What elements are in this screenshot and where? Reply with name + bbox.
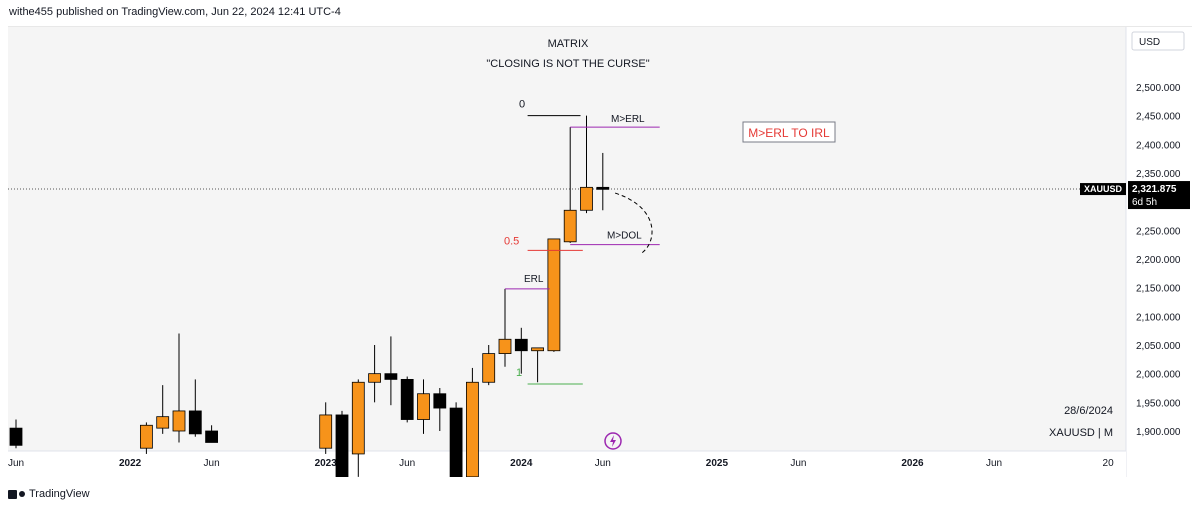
candle-body bbox=[172, 410, 186, 432]
candle-body bbox=[531, 347, 544, 352]
y-tick-label: 2,150.000 bbox=[1136, 284, 1181, 295]
x-tick-label: Jun bbox=[595, 458, 611, 469]
candle-body bbox=[400, 378, 414, 420]
symbol-tag bbox=[1080, 183, 1126, 196]
candle-body bbox=[465, 381, 479, 477]
countdown-label: 6d 5h bbox=[1132, 197, 1157, 208]
x-tick-label: 20 bbox=[1103, 458, 1115, 469]
x-tick-label: Jun bbox=[399, 458, 415, 469]
y-tick-label: 1,900.000 bbox=[1136, 427, 1181, 438]
currency-box bbox=[1131, 31, 1185, 51]
candle-body bbox=[139, 424, 153, 449]
y-tick-label: 2,200.000 bbox=[1136, 255, 1181, 266]
candle-body bbox=[156, 416, 170, 429]
candle-body bbox=[205, 430, 219, 443]
erl-label: ERL bbox=[524, 274, 544, 285]
symbol-tag-label: XAUUSD bbox=[1084, 184, 1123, 194]
candle-body bbox=[563, 209, 577, 243]
y-tick-label: 2,500.000 bbox=[1136, 83, 1181, 94]
lightning-icon bbox=[604, 432, 622, 450]
footer: TradingView bbox=[8, 488, 90, 500]
x-tick-label: Jun bbox=[790, 458, 806, 469]
brand-label[interactable]: TradingView bbox=[29, 488, 90, 500]
m-erl-to-irl-label: M>ERL TO IRL bbox=[748, 126, 830, 140]
candle-body bbox=[482, 353, 496, 383]
last-price-label: 2,321.875 bbox=[1132, 184, 1177, 195]
chart-subtitle: "CLOSING IS NOT THE CURSE" bbox=[486, 58, 649, 70]
candle-body bbox=[433, 393, 447, 409]
tradingview-logo-icon[interactable] bbox=[8, 489, 25, 499]
x-tick-label: 2023 bbox=[315, 458, 338, 469]
candle-body bbox=[335, 414, 349, 477]
candle-body bbox=[596, 186, 610, 190]
x-tick-label: Jun bbox=[204, 458, 220, 469]
currency-label: USD bbox=[1139, 37, 1160, 48]
half-level-label: 0.5 bbox=[504, 235, 519, 247]
y-tick-label: 2,000.000 bbox=[1136, 370, 1181, 381]
x-tick-label: 2026 bbox=[901, 458, 924, 469]
candle-body bbox=[351, 381, 365, 455]
chart-title: MATRIX bbox=[548, 38, 589, 50]
y-tick-label: 2,400.000 bbox=[1136, 140, 1181, 151]
time-axis bbox=[8, 451, 1126, 477]
x-tick-label: Jun bbox=[8, 458, 24, 469]
x-tick-label: 2024 bbox=[510, 458, 533, 469]
candle-body bbox=[580, 186, 593, 211]
price-axis bbox=[1126, 27, 1192, 477]
candle-body bbox=[498, 338, 512, 354]
m-erl-to-irl-box bbox=[742, 121, 836, 143]
candle-body bbox=[514, 338, 528, 352]
candle-body bbox=[384, 373, 398, 380]
candle-body bbox=[547, 238, 561, 352]
y-tick-label: 2,050.000 bbox=[1136, 341, 1181, 352]
y-tick-label: 2,250.000 bbox=[1136, 226, 1181, 237]
x-tick-label: 2022 bbox=[119, 458, 142, 469]
candle-body bbox=[319, 414, 333, 449]
candle-body bbox=[188, 410, 202, 435]
candle-body bbox=[417, 393, 430, 420]
candle-body bbox=[368, 373, 382, 383]
y-tick-label: 1,950.000 bbox=[1136, 398, 1181, 409]
m-dol-label: M>DOL bbox=[607, 231, 642, 242]
zero-level-label: 0 bbox=[519, 99, 525, 111]
publish-info: withe455 published on TradingView.com, J… bbox=[9, 6, 341, 18]
candlestick-chart[interactable]: USD 1,900.000 1,950.000 2,000.000 2,050.000 2… bbox=[8, 27, 1192, 477]
symbol-interval-label: XAUUSD | M bbox=[1049, 427, 1113, 439]
one-level-label: 1 bbox=[516, 367, 522, 379]
chart-area[interactable]: USD 1,900.000 1,950.000 2,000.000 2,050.000 2… bbox=[8, 26, 1192, 477]
candle-body bbox=[449, 407, 463, 477]
last-price-tag bbox=[1128, 181, 1190, 210]
candle-body bbox=[9, 427, 23, 446]
projection-arrow bbox=[614, 192, 653, 254]
m-erl-label: M>ERL bbox=[611, 114, 645, 125]
y-tick-label: 2,450.000 bbox=[1136, 112, 1181, 123]
date-label: 28/6/2024 bbox=[1064, 405, 1113, 417]
x-tick-label: Jun bbox=[986, 458, 1002, 469]
y-tick-label: 2,350.000 bbox=[1136, 169, 1181, 180]
y-tick-label: 2,100.000 bbox=[1136, 312, 1181, 323]
x-tick-label: 2025 bbox=[706, 458, 729, 469]
